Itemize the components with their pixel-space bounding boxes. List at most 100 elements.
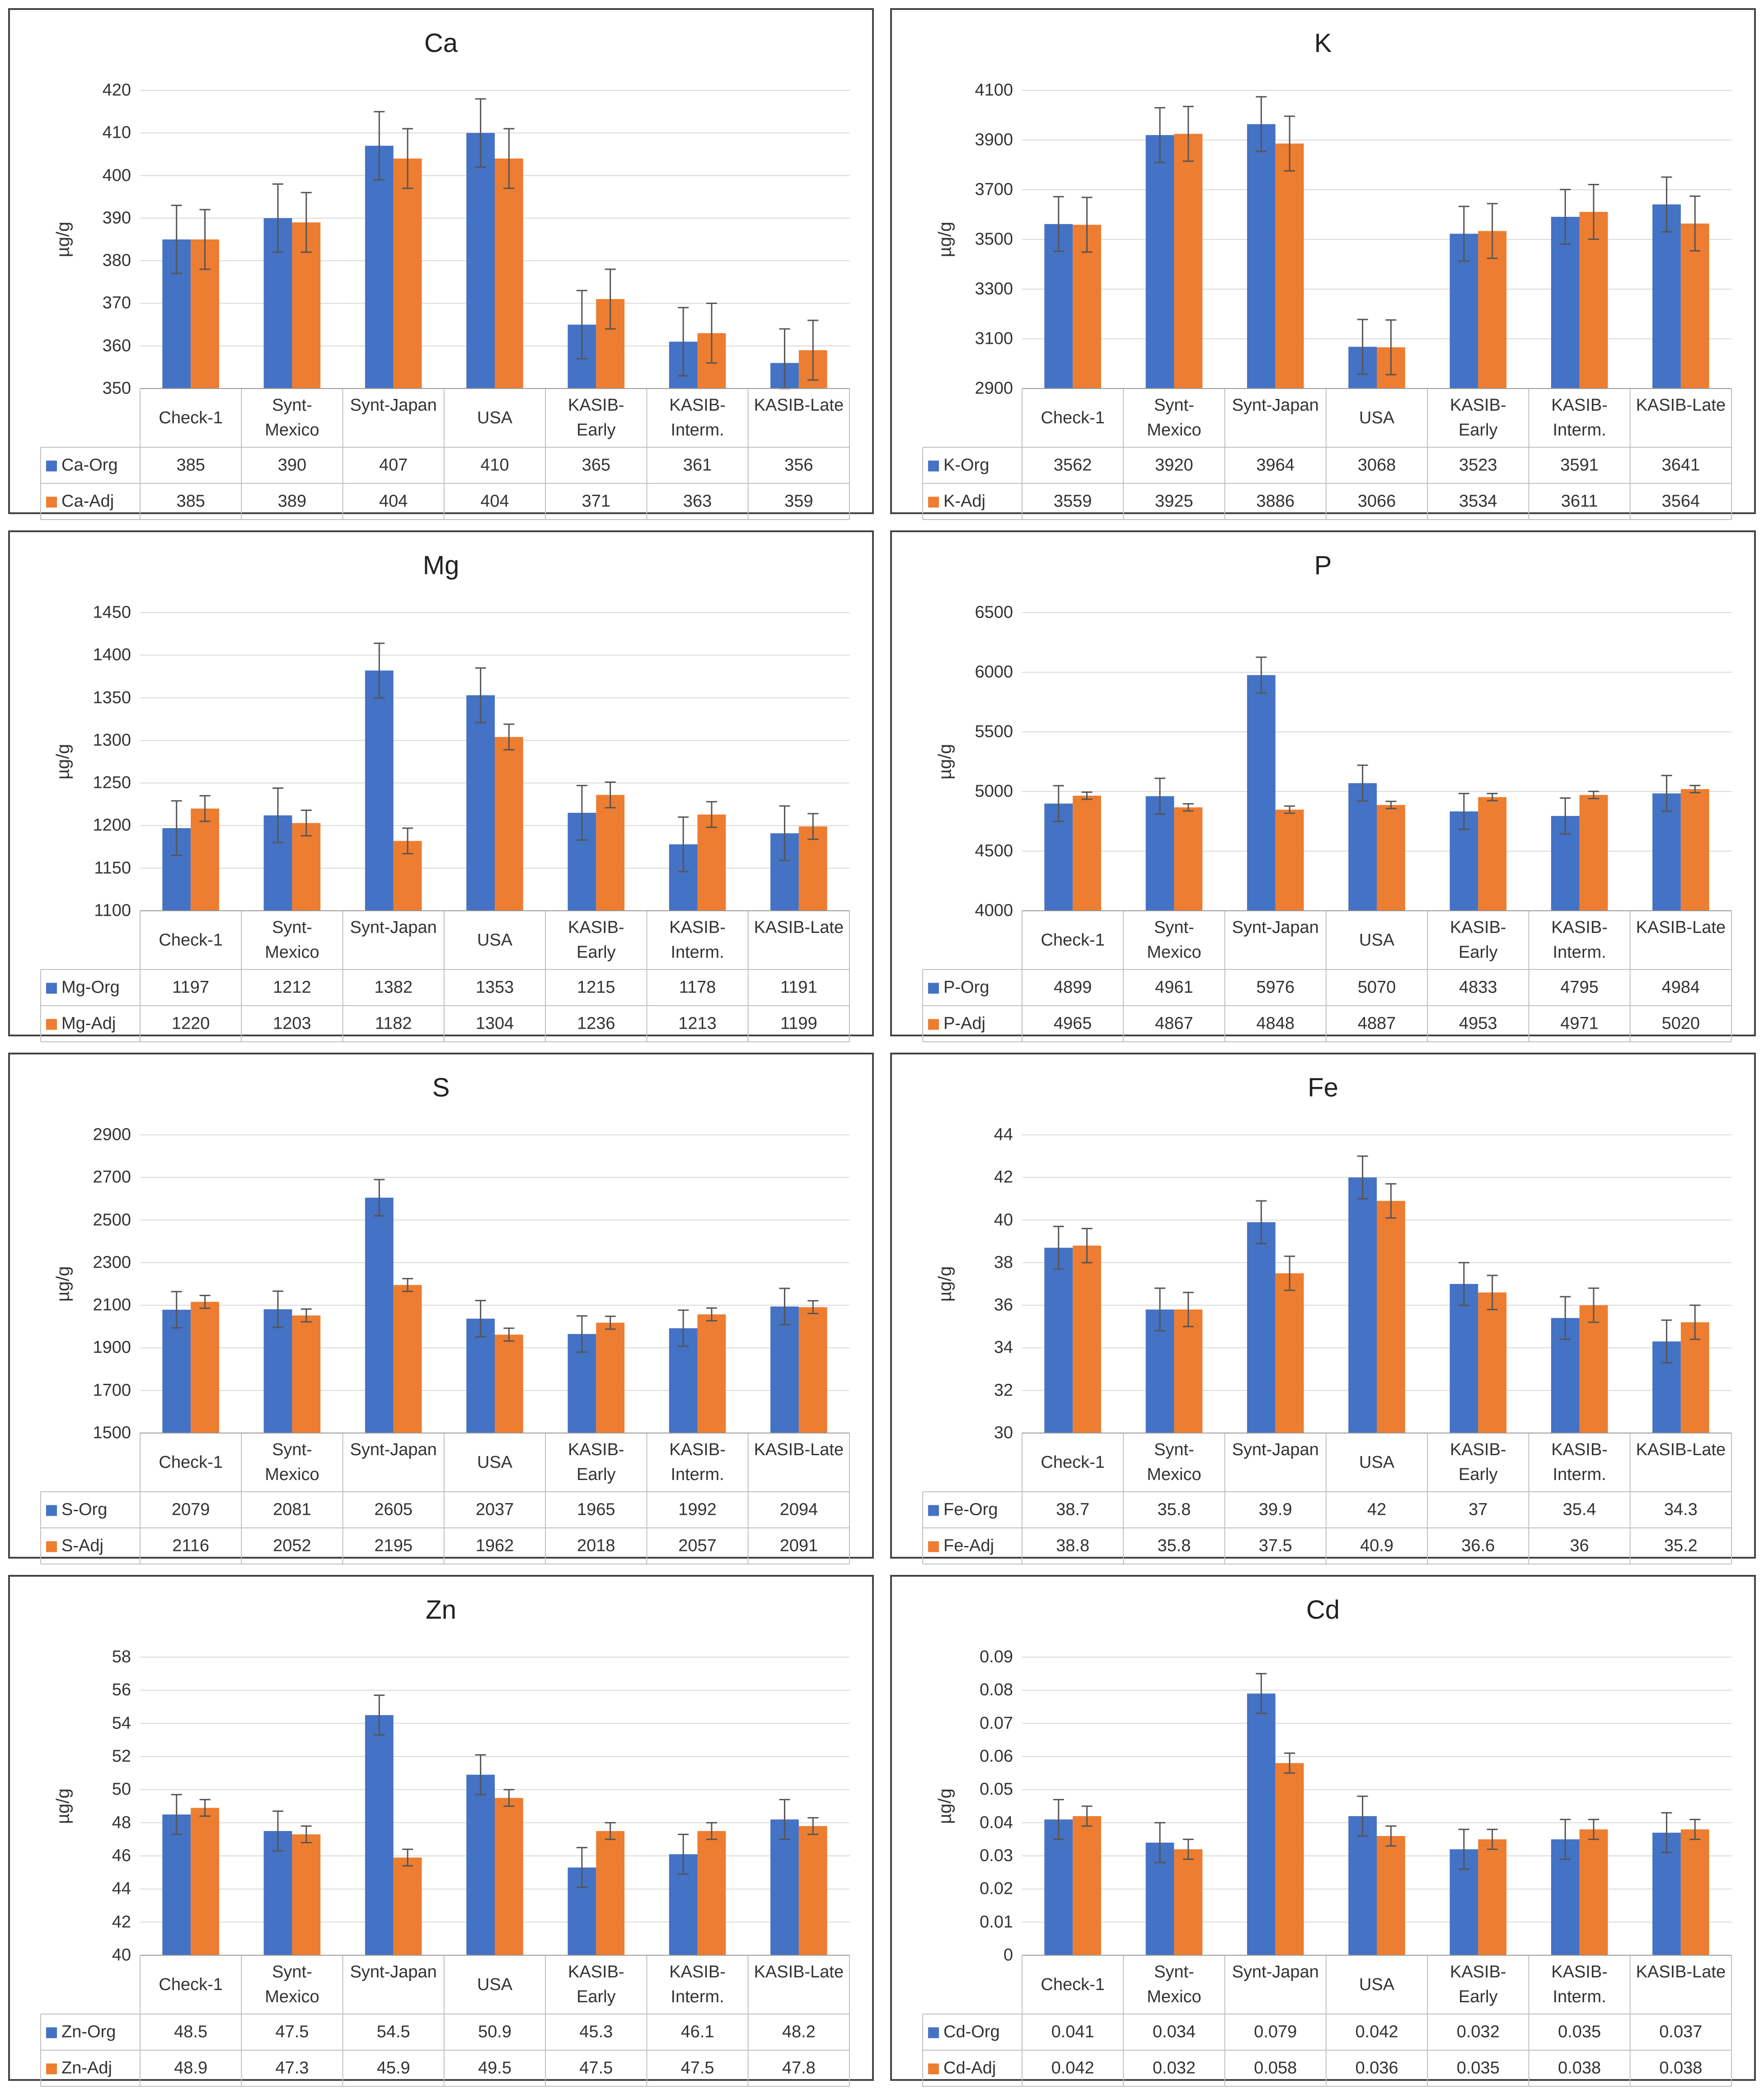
data-label: 404 — [480, 492, 509, 511]
data-label: 390 — [277, 455, 307, 475]
category-label: KASIB-Late — [1636, 396, 1726, 415]
category-label: USA — [477, 931, 513, 950]
data-label: 3559 — [1053, 492, 1092, 511]
data-label: 359 — [784, 492, 813, 511]
legend-swatch — [46, 460, 57, 472]
data-label: 3611 — [1561, 492, 1598, 511]
bar-cd-adj-2 — [1174, 1849, 1203, 1955]
category-label: USA — [1359, 1453, 1395, 1472]
chart-title: Ca — [424, 28, 458, 58]
bar-ca-org-3 — [365, 145, 394, 389]
data-label: 0.042 — [1355, 2022, 1398, 2042]
bar-fe-adj-1 — [1073, 1246, 1101, 1433]
data-label: 410 — [480, 455, 509, 475]
data-label: 0.041 — [1051, 2022, 1094, 2042]
data-label: 45.3 — [579, 2022, 613, 2042]
bar-s-org-2 — [263, 1309, 292, 1433]
data-label: 4961 — [1155, 978, 1193, 997]
data-label: 1203 — [273, 1014, 311, 1033]
data-label: 3068 — [1357, 455, 1396, 475]
bar-cd-org-3 — [1247, 1693, 1276, 1955]
bar-s-adj-5 — [596, 1322, 625, 1433]
y-tick-label: 2700 — [93, 1167, 131, 1187]
bar-k-org-3 — [1247, 124, 1276, 389]
category-label: KASIB-Interm. — [669, 396, 726, 440]
legend-label: Fe-Org — [943, 1500, 998, 1519]
data-label: 4953 — [1459, 1014, 1497, 1033]
chart-svg — [890, 1053, 1756, 1564]
legend-entry-mg-adj: Mg-Adj — [46, 1014, 116, 1034]
bar-cd-org-4 — [1348, 1816, 1377, 1955]
bar-mg-adj-2 — [292, 823, 321, 911]
data-label: 4833 — [1459, 978, 1497, 997]
data-label: 4848 — [1256, 1014, 1295, 1033]
data-label: 2079 — [171, 1500, 210, 1519]
y-tick-label: 4500 — [975, 841, 1013, 861]
y-tick-label: 44 — [994, 1125, 1013, 1144]
legend-swatch — [928, 496, 939, 508]
bar-s-adj-4 — [495, 1335, 523, 1433]
category-label: KASIB-Late — [754, 396, 844, 415]
bar-ca-adj-4 — [495, 158, 523, 389]
legend-label: Zn-Org — [61, 2022, 116, 2042]
bar-s-adj-1 — [191, 1302, 219, 1433]
y-tick-label: 2900 — [975, 379, 1013, 398]
data-label: 1215 — [577, 978, 615, 997]
bar-k-adj-2 — [1174, 134, 1203, 389]
legend-label: K-Adj — [943, 492, 985, 511]
legend-label: P-Org — [943, 978, 990, 997]
y-tick-label: 380 — [102, 251, 131, 270]
legend-entry-k-org: K-Org — [928, 456, 989, 475]
category-label: KASIB-Early — [1450, 918, 1506, 962]
data-label: 2116 — [172, 1536, 209, 1555]
y-tick-label: 54 — [112, 1714, 131, 1733]
data-label: 407 — [379, 455, 408, 475]
y-tick-label: 0.06 — [980, 1747, 1013, 1766]
panel-border — [8, 1575, 874, 2081]
data-label: 385 — [176, 455, 205, 475]
data-label: 0.058 — [1254, 2058, 1297, 2078]
data-label: 35.2 — [1664, 1536, 1698, 1555]
bar-zn-adj-2 — [292, 1834, 321, 1955]
data-label: 50.9 — [478, 2022, 511, 2042]
category-label: Synt-Mexico — [265, 1963, 319, 2007]
data-label: 0.038 — [1659, 2058, 1703, 2078]
y-tick-label: 2300 — [93, 1253, 131, 1272]
data-label: 2052 — [273, 1536, 311, 1555]
y-tick-label: 30 — [994, 1423, 1013, 1443]
bar-p-org-3 — [1247, 675, 1276, 911]
legend-entry-p-org: P-Org — [928, 978, 989, 998]
data-label: 1962 — [475, 1536, 514, 1555]
panel-border — [890, 8, 1756, 514]
chart-svg — [8, 1053, 874, 1564]
data-label: 45.9 — [376, 2058, 410, 2078]
legend-swatch — [46, 1019, 57, 1030]
data-label: 3534 — [1459, 492, 1497, 511]
data-label: 48.9 — [174, 2058, 208, 2078]
bar-fe-org-5 — [1450, 1284, 1478, 1433]
chart-svg — [8, 8, 874, 520]
data-label: 35.8 — [1157, 1536, 1191, 1555]
bar-zn-adj-1 — [191, 1808, 219, 1955]
data-label: 54.5 — [376, 2022, 410, 2042]
category-label: USA — [1359, 1975, 1395, 1994]
category-label: Synt-Mexico — [1147, 1963, 1201, 2007]
data-label: 36 — [1570, 1536, 1589, 1555]
data-label: 36.6 — [1461, 1536, 1495, 1555]
y-tick-label: 400 — [102, 166, 131, 185]
bar-zn-adj-6 — [697, 1831, 726, 1955]
data-label: 1382 — [374, 978, 413, 997]
y-tick-label: 370 — [102, 293, 131, 313]
bar-fe-adj-2 — [1174, 1309, 1203, 1433]
bar-s-adj-2 — [292, 1315, 321, 1433]
y-tick-label: 2100 — [93, 1295, 131, 1315]
y-tick-label: 0.02 — [980, 1879, 1013, 1898]
data-label: 0.036 — [1355, 2058, 1398, 2078]
data-label: 37.5 — [1258, 1536, 1292, 1555]
data-label: 1199 — [780, 1014, 817, 1033]
bar-fe-org-3 — [1247, 1222, 1276, 1433]
legend-label: K-Org — [943, 455, 990, 475]
y-tick-label: 42 — [112, 1912, 131, 1932]
